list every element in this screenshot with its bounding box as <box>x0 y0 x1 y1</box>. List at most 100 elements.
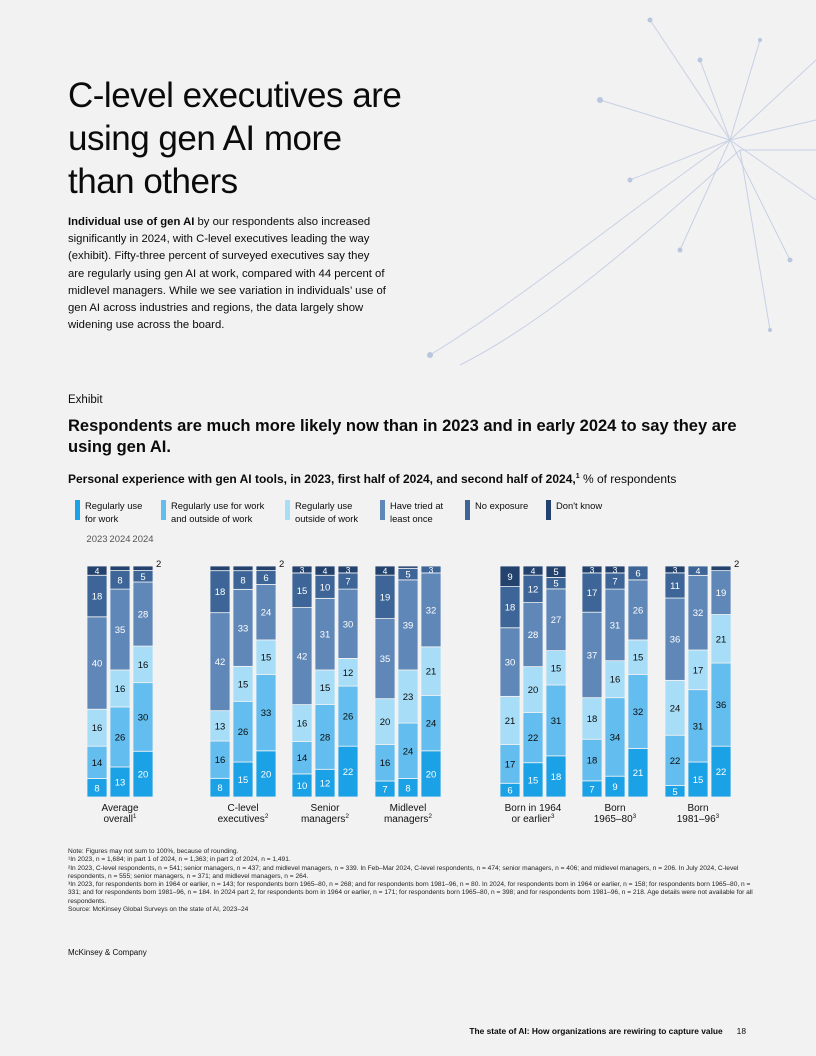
data-label: 26 <box>115 732 126 743</box>
data-label: 16 <box>215 755 226 766</box>
data-label: 30 <box>343 619 354 630</box>
data-label: 21 <box>716 634 727 645</box>
data-label: 27 <box>551 615 562 626</box>
data-label: 10 <box>320 582 331 593</box>
legend-item: Regularly use for work <box>75 499 155 525</box>
data-label: 4 <box>383 566 388 576</box>
data-label: 12 <box>320 779 331 790</box>
legend-label: Regularly use for work <box>85 500 143 524</box>
data-label-outside: 2 <box>734 559 739 570</box>
chart-subtitle: Personal experience with gen AI tools, i… <box>68 472 768 486</box>
data-label: 18 <box>551 772 562 783</box>
bar-segment <box>374 565 396 576</box>
data-label: 4 <box>95 566 100 576</box>
category-label: Born in 1964 <box>505 803 562 814</box>
data-label: 22 <box>343 767 354 778</box>
data-label: 42 <box>215 657 226 668</box>
data-label: 31 <box>693 721 704 732</box>
data-label: 22 <box>528 733 539 744</box>
data-label: 4 <box>696 566 701 576</box>
data-label: 30 <box>138 712 149 723</box>
data-label: 26 <box>238 727 249 738</box>
brand-name: McKinsey & Company <box>68 948 147 957</box>
data-label: 18 <box>587 714 598 725</box>
bar-segment <box>522 565 544 576</box>
stacked-bar-chart: 2023 2024 20248141640184132616358203016285… <box>86 534 739 825</box>
data-label: 18 <box>587 756 598 767</box>
bar-segment <box>255 565 277 572</box>
page-number: 18 <box>736 1026 746 1036</box>
data-label: 21 <box>633 768 644 779</box>
data-label: 31 <box>551 716 562 727</box>
category-label: Born <box>687 803 708 814</box>
data-label: 16 <box>115 684 126 695</box>
data-label: 26 <box>343 712 354 723</box>
data-label: 32 <box>693 608 704 619</box>
data-label: 3 <box>300 565 305 575</box>
data-label: 39 <box>403 620 414 631</box>
data-label: 9 <box>507 572 512 583</box>
data-label: 3 <box>429 565 434 575</box>
legend-item: No exposure <box>465 499 545 520</box>
chart-title: Respondents are much more likely now tha… <box>68 417 737 456</box>
data-label: 28 <box>528 630 539 641</box>
data-label: 24 <box>426 719 437 730</box>
category-label: Average <box>101 803 139 814</box>
data-label: 23 <box>403 692 414 703</box>
data-label: 6 <box>507 786 512 797</box>
data-label: 16 <box>138 660 149 671</box>
data-label: 12 <box>528 584 539 595</box>
data-label: 15 <box>551 663 562 674</box>
data-label: 16 <box>92 723 103 734</box>
data-label: 17 <box>505 759 516 770</box>
data-label: 21 <box>426 667 437 678</box>
data-label: 5 <box>140 572 145 583</box>
data-label: 8 <box>94 783 99 794</box>
category-label: Born <box>604 803 625 814</box>
data-label: 3 <box>346 565 351 575</box>
data-label: 28 <box>138 610 149 621</box>
intro-lead: Individual use of gen AI <box>68 216 195 228</box>
chart-subtitle-unit: % of respondents <box>579 472 677 486</box>
legend-label: Regularly use for work and outside of wo… <box>171 500 265 524</box>
data-label: 7 <box>612 577 617 588</box>
data-label: 24 <box>261 608 272 619</box>
data-label: 20 <box>380 717 391 728</box>
note-line: ¹In 2023, n = 1,684; in part 1 of 2024, … <box>68 856 291 864</box>
bar-segment <box>397 565 419 569</box>
data-label: 33 <box>238 623 249 634</box>
data-label: 15 <box>261 653 272 664</box>
data-label: 15 <box>238 775 249 786</box>
data-label: 31 <box>610 620 621 631</box>
data-label: 18 <box>505 603 516 614</box>
bar-segment <box>109 565 131 572</box>
category-label: 1981–963 <box>677 813 720 825</box>
legend-swatch <box>285 500 290 520</box>
bar-segment <box>291 565 313 574</box>
bar-segment <box>710 565 732 572</box>
data-label: 13 <box>115 777 126 788</box>
legend-item: Don't know <box>546 499 616 520</box>
data-label: 3 <box>613 565 618 575</box>
category-label: Midlevel <box>390 803 427 814</box>
data-label: 10 <box>297 781 308 792</box>
bar-segment <box>232 565 254 572</box>
bar-segment <box>314 565 336 576</box>
data-label: 14 <box>92 758 103 769</box>
bar-segment <box>86 565 108 576</box>
data-label: 17 <box>693 665 704 676</box>
data-label: 18 <box>215 587 226 598</box>
data-label: 35 <box>115 625 126 636</box>
exhibit-label: Exhibit <box>68 394 103 406</box>
data-label: 32 <box>633 707 644 718</box>
data-label: 17 <box>587 588 598 599</box>
data-label: 16 <box>380 758 391 769</box>
data-label: 35 <box>380 654 391 665</box>
legend-swatch <box>546 500 551 520</box>
bar-segment <box>581 565 603 574</box>
data-label: 8 <box>217 783 222 794</box>
bar-segment <box>664 565 686 574</box>
data-label: 15 <box>633 653 644 664</box>
legend-swatch <box>161 500 166 520</box>
bar-segment <box>499 565 521 587</box>
